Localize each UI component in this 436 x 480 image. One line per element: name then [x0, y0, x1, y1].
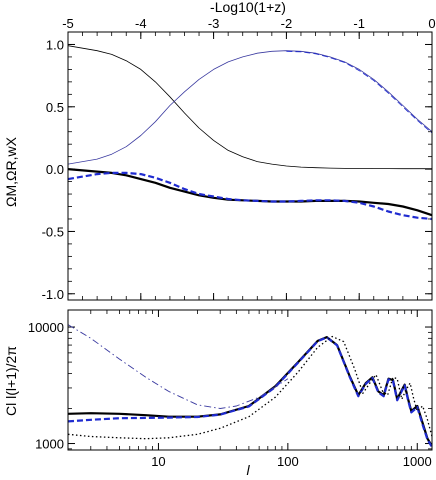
series-line-5 — [68, 171, 432, 221]
y-tick-label: -0.5 — [42, 224, 64, 239]
y-tick-label: 1.0 — [46, 37, 64, 52]
top-x-ticks: -5 -4 -3 -2 -1 0 — [62, 16, 436, 300]
top-plot-frame — [67, 31, 433, 301]
x-tick-label: -4 — [135, 16, 147, 31]
bottom-series-group — [68, 324, 432, 448]
bottom-x-ticks: 10 100 1000 — [67, 310, 432, 469]
series-line-2 — [68, 50, 432, 165]
bottom-plot-frame — [67, 309, 433, 451]
x-tick-label: 1000 — [403, 454, 432, 469]
x-tick-label: -3 — [208, 16, 220, 31]
top-y-ticks: 1.0 0.5 0.0 -0.5 -1.0 — [42, 37, 432, 302]
series-line-4 — [68, 168, 432, 217]
x-tick-label: -2 — [281, 16, 293, 31]
x-tick-label: 100 — [277, 454, 299, 469]
top-x-axis-title: -Log10(1+z) — [210, 0, 286, 15]
top-panel: -Log10(1+z) -5 -4 -3 -2 -1 0 1.0 0.5 0.0 -0.5 -1.… — [3, 0, 436, 302]
x-tick-label: -1 — [353, 16, 365, 31]
top-series-group — [68, 45, 432, 221]
y-tick-label: 0.0 — [46, 162, 64, 177]
series-line-3 — [286, 50, 432, 134]
series-line-1 — [68, 336, 432, 447]
y-tick-label: 1000 — [35, 437, 64, 452]
series-line-2 — [68, 336, 432, 448]
x-tick-label: -5 — [62, 16, 74, 31]
x-tick-label: 0 — [428, 16, 435, 31]
top-y-axis-title: ΩM,ΩR,wX — [3, 136, 19, 207]
y-tick-label: -1.0 — [42, 287, 64, 302]
series-line-3 — [68, 324, 289, 409]
bottom-y-axis-title: Cl l(l+1)/2π — [3, 346, 19, 416]
bottom-x-axis-title: l — [246, 462, 250, 478]
series-line-1 — [68, 45, 432, 170]
bottom-panel: 10 100 1000 1000 10000 Cl l(l+1)/2π l — [3, 309, 433, 478]
bottom-y-ticks: 1000 10000 — [28, 320, 432, 452]
y-tick-label: 0.5 — [46, 100, 64, 115]
series-line-4 — [68, 335, 432, 440]
y-tick-label: 10000 — [28, 320, 64, 335]
x-tick-label: 10 — [151, 454, 165, 469]
